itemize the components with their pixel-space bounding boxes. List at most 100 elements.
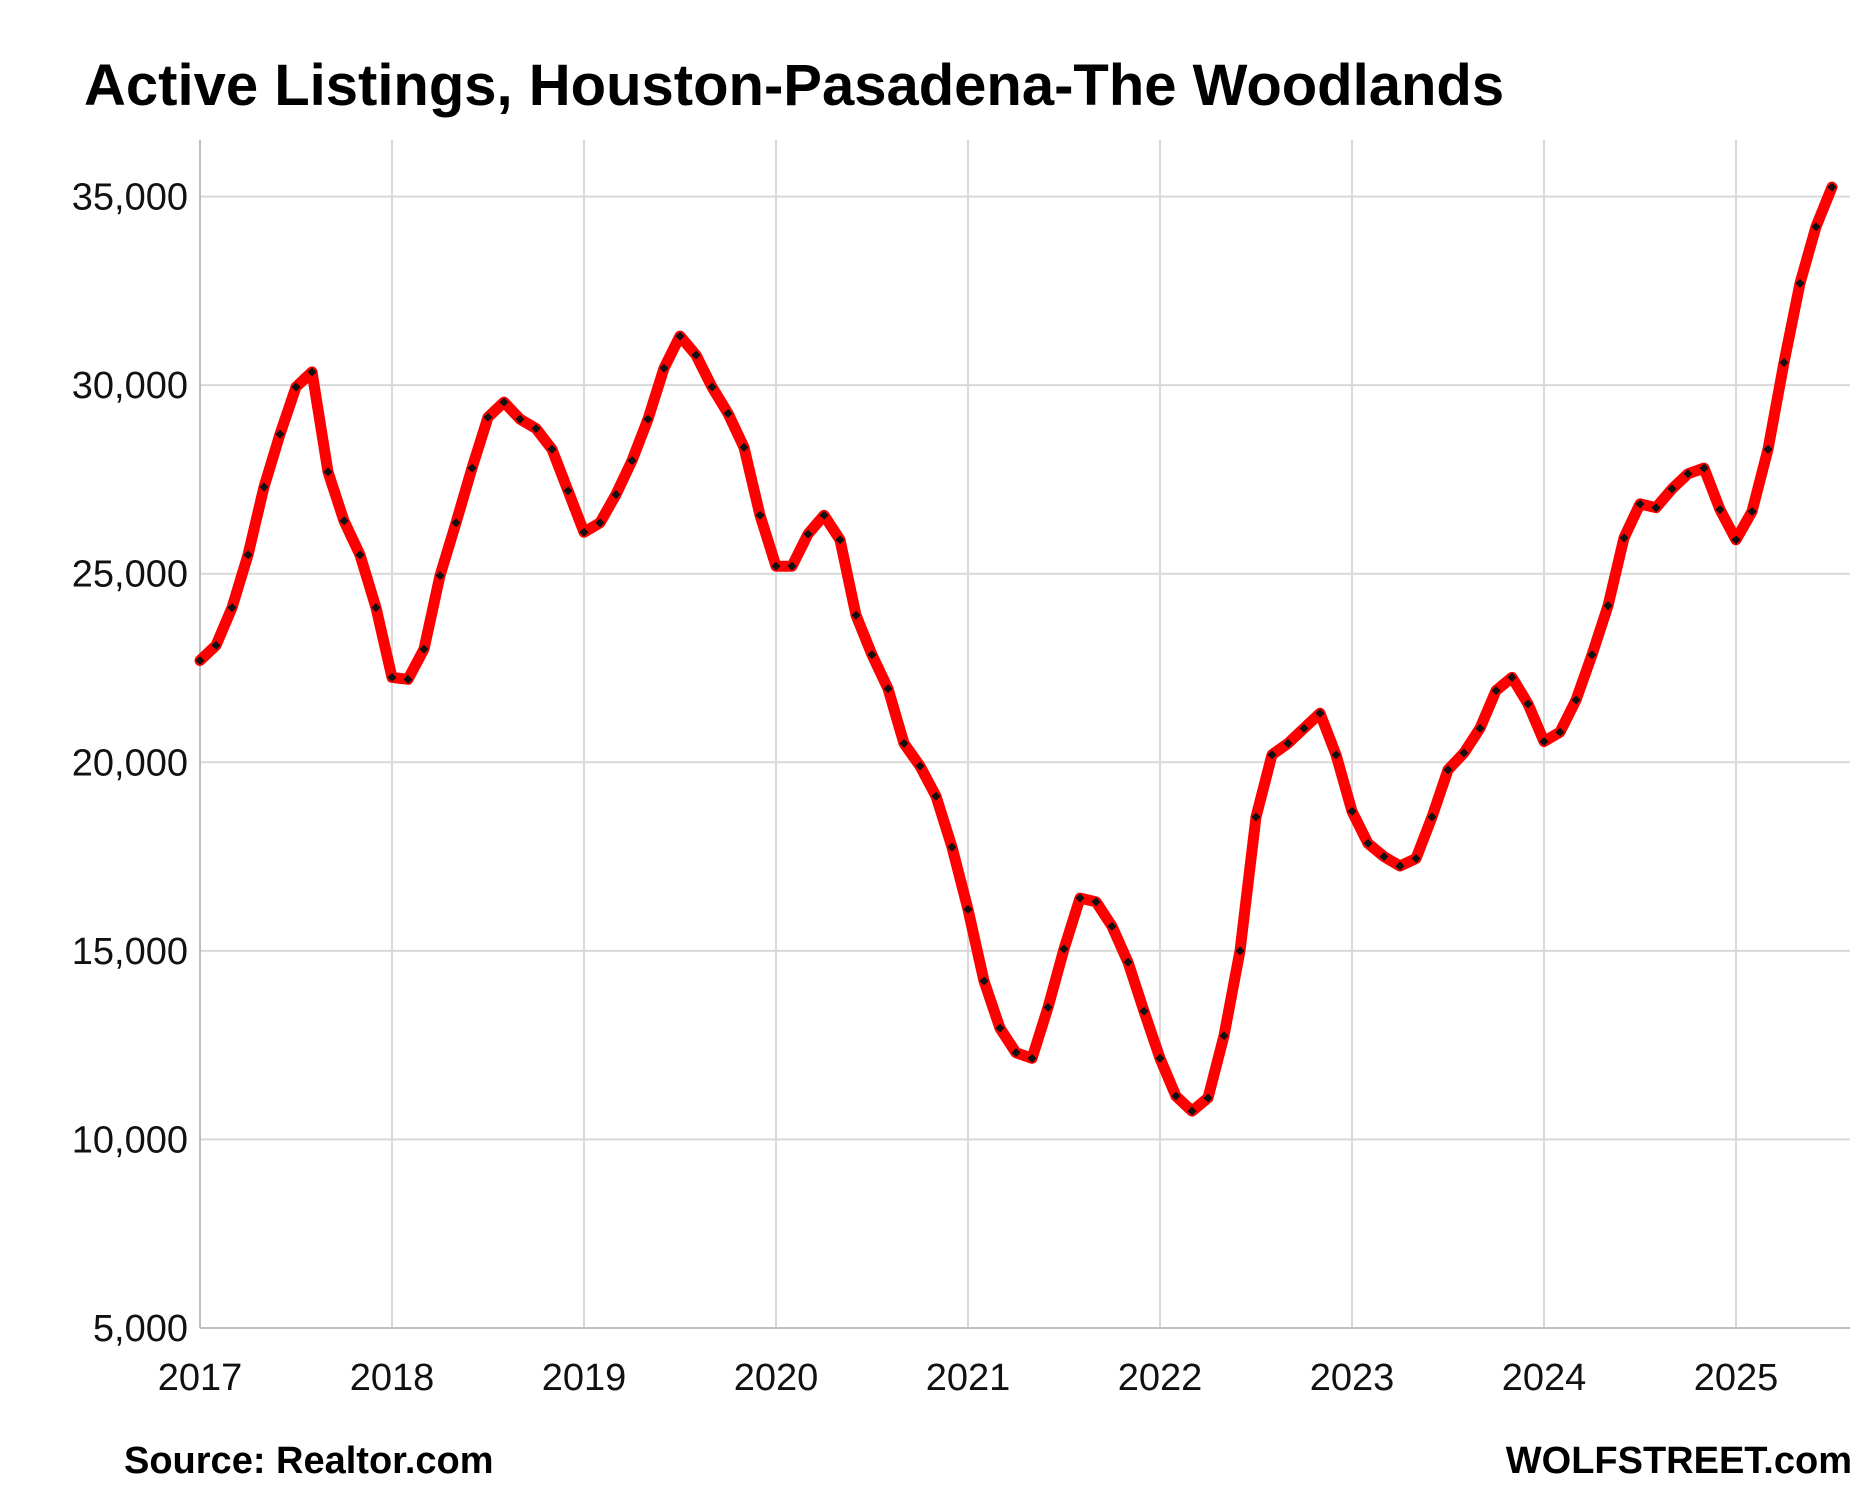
data-point-marker [819,510,829,520]
x-tick-label: 2019 [542,1357,627,1399]
data-point-marker [963,904,973,914]
brand-watermark: WOLFSTREET.com [1505,1440,1852,1482]
data-point-marker [1507,672,1517,682]
y-tick-label: 20,000 [72,742,188,784]
data-point-marker [1011,1048,1021,1058]
y-tick-label: 30,000 [72,365,188,407]
data-point-marker [291,382,301,392]
data-point-marker [1411,853,1421,863]
data-point-marker [579,527,589,537]
data-point-marker [1363,838,1373,848]
data-point-marker [1795,278,1805,288]
data-point-marker [1203,1093,1213,1103]
data-point-marker [1587,650,1597,660]
data-point-marker [1555,727,1565,737]
data-point-marker [867,650,877,660]
data-point-marker [995,1023,1005,1033]
data-point-marker [1635,499,1645,509]
data-point-marker [435,571,445,581]
data-point-marker [1235,946,1245,956]
data-point-marker [195,655,205,665]
data-point-marker [851,610,861,620]
data-point-marker [1379,852,1389,862]
data-point-marker [787,561,797,571]
data-point-marker [259,482,269,492]
data-point-marker [515,414,525,424]
data-point-marker [659,363,669,373]
data-point-marker [1699,463,1709,473]
data-point-marker [1107,921,1117,931]
data-point-marker [947,842,957,852]
data-point-marker [1171,1091,1181,1101]
data-point-marker [1155,1053,1165,1063]
y-tick-label: 15,000 [72,931,188,973]
data-point-marker [1731,535,1741,545]
data-point-marker [387,672,397,682]
data-point-marker [419,644,429,654]
data-point-marker [771,561,781,571]
data-point-marker [1251,812,1261,822]
data-point-marker [739,442,749,452]
data-point-marker [1219,1031,1229,1041]
data-point-marker [323,467,333,477]
data-point-marker [1395,861,1405,871]
data-point-marker [1139,1006,1149,1016]
data-point-marker [1059,944,1069,954]
data-point-marker [1283,738,1293,748]
data-point-marker [1299,723,1309,733]
data-point-marker [803,529,813,539]
gridlines [200,140,1850,1328]
data-point-marker [1763,444,1773,454]
x-tick-label: 2023 [1310,1357,1395,1399]
data-point-marker [1491,686,1501,696]
data-point-marker [1523,699,1533,709]
data-point-marker [451,518,461,528]
chart-title: Active Listings, Houston-Pasadena-The Wo… [84,53,1505,118]
data-point-marker [563,486,573,496]
series-active-listings [194,181,1838,1117]
data-point-marker [1027,1053,1037,1063]
data-point-marker [915,761,925,771]
data-point-marker [355,550,365,560]
data-point-marker [675,331,685,341]
data-point-marker [371,603,381,613]
data-point-marker [275,429,285,439]
data-point-marker [755,510,765,520]
x-tick-label: 2024 [1502,1357,1587,1399]
data-point-marker [1715,505,1725,515]
source-note: Source: Realtor.com [124,1440,494,1482]
data-point-marker [611,490,621,500]
data-point-marker [1459,748,1469,758]
data-point-marker [1779,358,1789,368]
data-point-marker [1683,469,1693,479]
y-tick-label: 10,000 [72,1119,188,1161]
data-point-marker [979,976,989,986]
data-point-marker [1443,765,1453,775]
data-point-marker [1747,506,1757,516]
data-point-marker [1619,533,1629,543]
data-point-marker [499,397,509,407]
x-axis-tick-labels: 2017 2018 2019 2020 2021 2022 2023 2024 2025 [158,1357,1779,1399]
data-point-marker [1667,484,1677,494]
data-point-marker [627,456,637,466]
data-point-marker [1427,812,1437,822]
data-point-marker [931,791,941,801]
x-tick-label: 2017 [158,1357,243,1399]
data-point-marker [531,424,541,434]
data-point-marker [1331,750,1341,760]
axes [199,140,1850,1329]
x-tick-label: 2020 [734,1357,819,1399]
data-point-marker [1475,723,1485,733]
data-point-marker [835,535,845,545]
data-point-marker [1043,1002,1053,1012]
data-point-marker [1187,1106,1197,1116]
data-point-marker [211,640,221,650]
series-line [194,181,1838,1117]
y-tick-label: 25,000 [72,554,188,596]
data-point-marker [1827,182,1837,192]
data-point-marker [595,518,605,528]
x-tick-label: 2022 [1118,1357,1203,1399]
data-point-marker [547,444,557,454]
data-point-marker [883,684,893,694]
data-point-marker [227,603,237,613]
